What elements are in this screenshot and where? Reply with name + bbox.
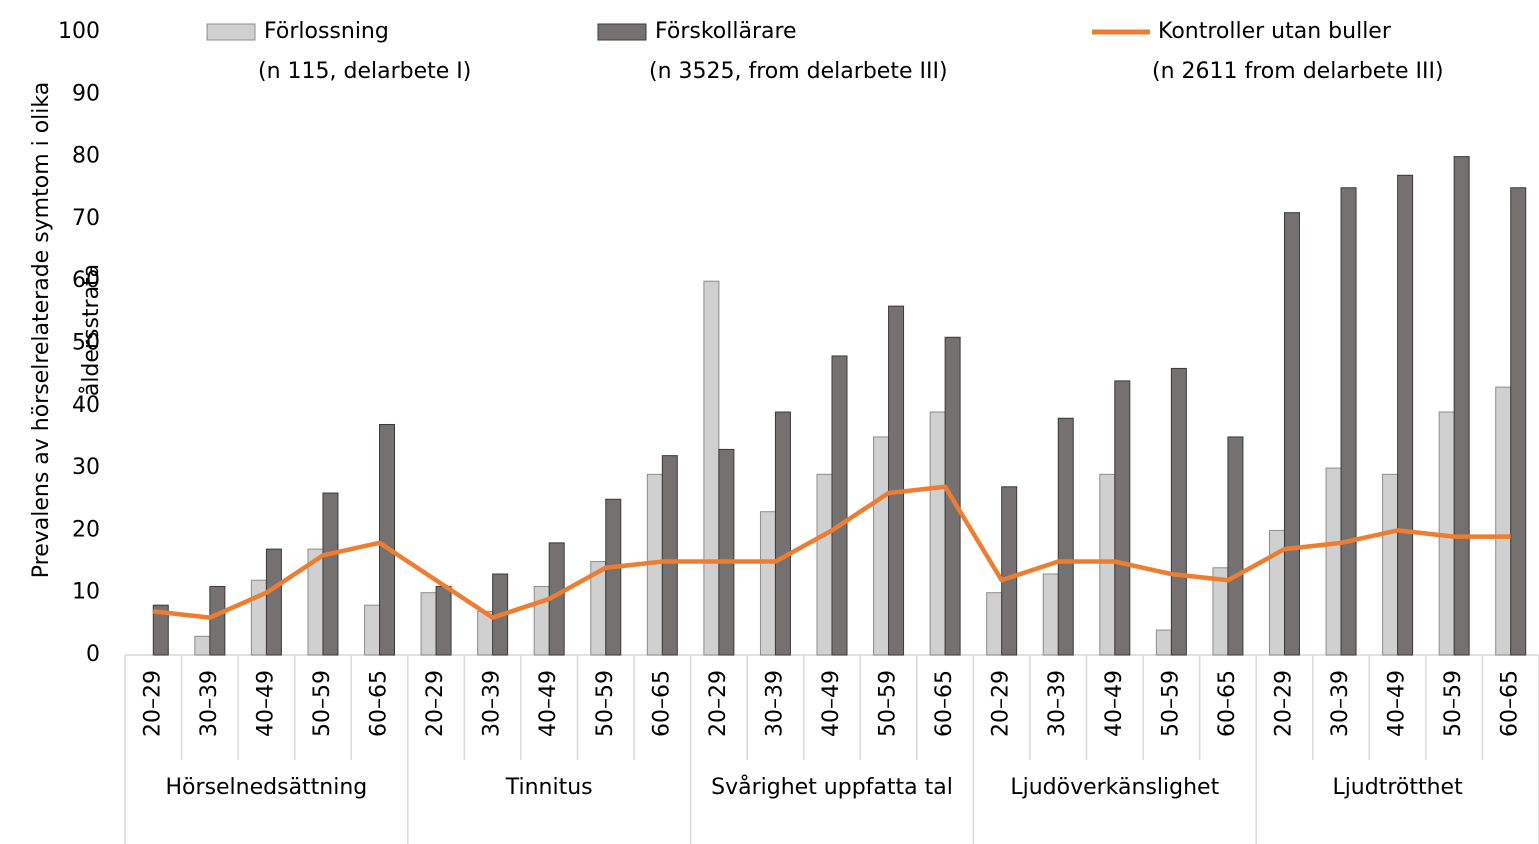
bar (1057, 417, 1074, 656)
x-tick-label: 20–29 (423, 670, 448, 737)
bar (1283, 212, 1300, 656)
bar (152, 604, 169, 656)
bar (986, 592, 1003, 656)
bar (929, 411, 946, 656)
bar (1495, 386, 1512, 656)
bar (1042, 573, 1059, 656)
bar (1382, 473, 1399, 656)
bar (816, 473, 833, 656)
bar (1155, 629, 1172, 656)
bar (1001, 486, 1018, 656)
bar (661, 455, 678, 656)
x-tick-label: 60–65 (932, 670, 957, 737)
group-label: Svårighet uppfatta tal (711, 775, 953, 800)
bar (718, 448, 735, 656)
x-tick-label: 50–59 (876, 670, 901, 737)
legend-swatch (597, 23, 647, 41)
x-tick-label: 50–59 (593, 670, 618, 737)
bar (265, 548, 282, 656)
bar (703, 280, 720, 656)
y-tick-label: 40 (72, 393, 100, 418)
legend-label: Kontroller utan buller (1158, 19, 1392, 44)
bar (1325, 467, 1342, 656)
x-tick-label: 20–29 (1271, 670, 1296, 737)
bar (322, 492, 339, 656)
legend-note: (n 115, delarbete I) (258, 59, 471, 84)
bar (364, 604, 381, 656)
legend-note: (n 3525, from delarbete III) (649, 59, 948, 84)
y-tick-label: 90 (72, 81, 100, 106)
legend-note: (n 2611 from delarbete III) (1152, 59, 1444, 84)
x-tick-label: 30–39 (480, 670, 505, 737)
x-tick-label: 60–65 (367, 670, 392, 737)
bar (194, 635, 211, 656)
y-tick-label: 70 (72, 206, 100, 231)
bar (1170, 367, 1187, 656)
y-tick-label: 10 (72, 580, 100, 605)
x-tick-label: 40–49 (253, 670, 278, 737)
x-tick-label: 60–65 (1498, 670, 1523, 737)
bar (888, 305, 905, 656)
x-tick-label: 30–39 (197, 670, 222, 737)
bar (435, 585, 452, 656)
legend-label: Förlossning (264, 19, 389, 44)
bar (420, 592, 437, 656)
x-tick-label: 20–29 (989, 670, 1014, 737)
x-tick-label: 20–29 (140, 670, 165, 737)
x-tick-label: 40–49 (1102, 670, 1127, 737)
y-axis-label: Prevalens av hörselrelaterade symtom i o… (29, 82, 54, 579)
bar (605, 498, 622, 656)
x-tick-label: 20–29 (706, 670, 731, 737)
bar (533, 585, 550, 656)
bar (379, 423, 396, 656)
bar (774, 411, 791, 656)
x-tick-label: 50–59 (1158, 670, 1183, 737)
bar (1099, 473, 1116, 656)
group-label: Ljudöverkänslighet (1010, 775, 1220, 800)
bar (831, 355, 848, 656)
bar (209, 585, 226, 656)
group-label: Hörselnedsättning (165, 775, 368, 800)
x-tick-label: 60–65 (1215, 670, 1240, 737)
legend-swatch (206, 23, 256, 41)
x-tick-label: 30–39 (1328, 670, 1353, 737)
x-tick-label: 40–49 (819, 670, 844, 737)
bar (1397, 174, 1414, 656)
bar (1114, 380, 1131, 656)
x-tick-label: 40–49 (536, 670, 561, 737)
x-tick-label: 60–65 (649, 670, 674, 737)
y-tick-label: 20 (72, 517, 100, 542)
y-axis-label: åldersstrata (78, 264, 104, 396)
bar (1227, 436, 1244, 656)
x-tick-label: 30–39 (762, 670, 787, 737)
y-tick-label: 100 (58, 19, 100, 44)
bar (873, 436, 890, 656)
bar (1510, 187, 1527, 656)
line (153, 484, 1511, 620)
group-label: Tinnitus (505, 775, 593, 800)
y-tick-label: 80 (72, 144, 100, 169)
y-tick-label: 0 (86, 642, 100, 667)
bar (759, 511, 776, 656)
bar (1453, 156, 1470, 656)
x-tick-label: 50–59 (1441, 670, 1466, 737)
y-tick-label: 30 (72, 455, 100, 480)
bar (1340, 187, 1357, 656)
y-tick-label: 60 (72, 268, 100, 293)
group-label: Ljudtrötthet (1332, 775, 1463, 800)
legend-label: Förskollärare (655, 19, 797, 44)
x-tick-label: 40–49 (1385, 670, 1410, 737)
x-tick-label: 30–39 (1045, 670, 1070, 737)
x-tick-label: 50–59 (310, 670, 335, 737)
y-tick-label: 50 (72, 331, 100, 356)
